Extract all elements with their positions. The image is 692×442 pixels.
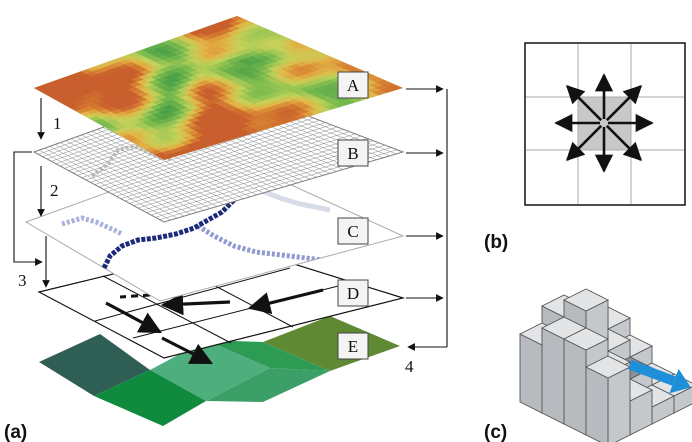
terrain-block-face [562,288,610,312]
terrain-block-face [519,333,543,414]
step-2-label: 2 [50,181,59,200]
cell-dark-teal [39,334,150,396]
direction-arrow [605,84,643,122]
cell-green-right [206,340,330,371]
step-4-label: 4 [405,357,414,376]
panel-c-label: (c) [484,422,507,442]
grid-line [129,133,356,204]
grid-line [107,122,326,192]
steepest-descent-arrow-head [669,368,691,394]
grid-line [116,126,338,197]
terrain-block-face [563,338,587,436]
terrain-block-face [562,327,610,351]
step-1-label: 1 [53,114,62,133]
faint-stream [259,187,331,213]
step-annotations: 1 2 3 4 [13,85,448,376]
step-3-bracket [13,151,43,266]
panel-b-label: (b) [484,232,508,253]
layer-label-d: D [347,284,359,303]
steepest-descent-arrow [628,359,676,386]
grid-line [124,131,350,202]
panel-a-label: (a) [4,422,27,442]
step-3-label: 3 [18,271,27,290]
flow-arrow [105,301,162,334]
flow-arrow [160,292,231,316]
grid-line [142,140,374,211]
layer-label-a: A [347,76,360,95]
terrain-block-face [541,327,565,425]
light-stream [61,215,124,237]
direction-arrow [605,124,643,162]
grid-line [103,120,320,190]
cell-light-green [150,340,270,401]
layer-label-box [337,217,369,245]
panel-c-block-terrain [518,288,692,442]
layer-label-box [337,332,369,360]
grid-line [133,135,362,206]
flow-arrow [247,288,324,315]
layer-label-box [337,71,369,99]
grid-line [111,124,332,195]
direction-arrow [565,124,603,162]
layer-labels: A B C D E [337,71,369,360]
grid-line [137,138,368,209]
layer-label-box [337,139,369,167]
grid-line [94,267,291,322]
layer-label-c: C [347,222,358,241]
flow-arrow [119,293,151,299]
flow-arrow [161,336,213,365]
layer-label-e: E [348,337,358,356]
panel-b-neighbourhood [524,42,686,206]
cell-green-left [94,370,206,426]
elevation-cell [388,85,403,91]
grid-line [98,117,314,188]
layer-label-b: B [347,144,358,163]
cell-mid-green [206,368,330,402]
grid-line [120,129,344,199]
layer-label-box [337,279,369,307]
direction-arrow [565,84,603,122]
terrain-block-face [607,366,631,442]
terrain-block-face [585,366,609,442]
